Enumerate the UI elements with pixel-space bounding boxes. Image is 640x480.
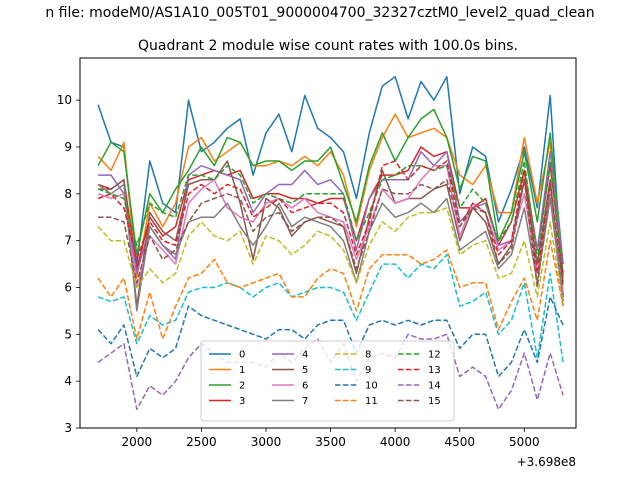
legend-label-12: 12: [428, 350, 441, 361]
x-tick-label: 3500: [315, 435, 346, 449]
y-tick-label: 4: [64, 374, 72, 388]
x-tick-label: 2500: [186, 435, 217, 449]
series-line-11: [97, 239, 564, 340]
series-line-10: [97, 296, 564, 378]
series-line-0: [97, 75, 564, 297]
legend-label-10: 10: [365, 381, 378, 392]
x-tick-label: 3000: [251, 435, 282, 449]
legend-label-5: 5: [302, 365, 308, 376]
x-tick-label: 2000: [122, 435, 153, 449]
chart-title: Quadrant 2 module wise count rates with …: [138, 38, 518, 54]
series-line-13: [97, 160, 564, 283]
legend-label-9: 9: [365, 365, 371, 376]
axes-frame: [79, 57, 577, 429]
series-line-3: [97, 146, 564, 274]
series-line-7: [97, 183, 564, 312]
y-tick-label: 5: [64, 327, 72, 341]
y-axis: 3 4 5 6 7 8 9 10: [57, 93, 80, 435]
series-line-8: [97, 207, 564, 307]
legend-label-11: 11: [365, 396, 378, 407]
legend-label-14: 14: [428, 381, 441, 392]
y-tick-label: 10: [57, 93, 72, 107]
y-tick-label: 3: [64, 421, 72, 435]
x-axis-offset-label: +3.698e8: [517, 455, 576, 469]
series-line-2: [97, 108, 564, 265]
series-line-9: [97, 253, 564, 363]
legend-label-1: 1: [239, 365, 245, 376]
y-tick-label: 9: [64, 140, 72, 154]
legend-label-7: 7: [302, 396, 308, 407]
legend-label-0: 0: [239, 350, 245, 361]
legend-label-3: 3: [239, 396, 245, 407]
legend-label-13: 13: [428, 365, 441, 376]
x-axis: 2000 2500 3000 3500 4000 4500 5000: [122, 428, 540, 449]
series-line-1: [97, 113, 564, 279]
series-line-4: [98, 150, 564, 275]
legend-label-15: 15: [428, 396, 441, 407]
y-tick-label: 6: [64, 280, 72, 294]
series-line-5: [98, 160, 564, 307]
legend-box: [200, 340, 455, 422]
figure-suptitle: n file: modeM0/AS1A10_005T01_9000004700_…: [45, 5, 594, 21]
y-tick-label: 7: [64, 234, 72, 248]
x-tick-label: 4500: [444, 435, 475, 449]
x-tick-label: 4000: [380, 435, 411, 449]
legend-label-4: 4: [302, 350, 308, 361]
series-line-12: [97, 160, 564, 279]
legend-label-2: 2: [239, 381, 245, 392]
legend-label-6: 6: [302, 381, 308, 392]
x-tick-label: 5000: [509, 435, 540, 449]
series-lines: [97, 75, 564, 411]
y-tick-label: 8: [64, 187, 72, 201]
legend-label-8: 8: [365, 350, 371, 361]
